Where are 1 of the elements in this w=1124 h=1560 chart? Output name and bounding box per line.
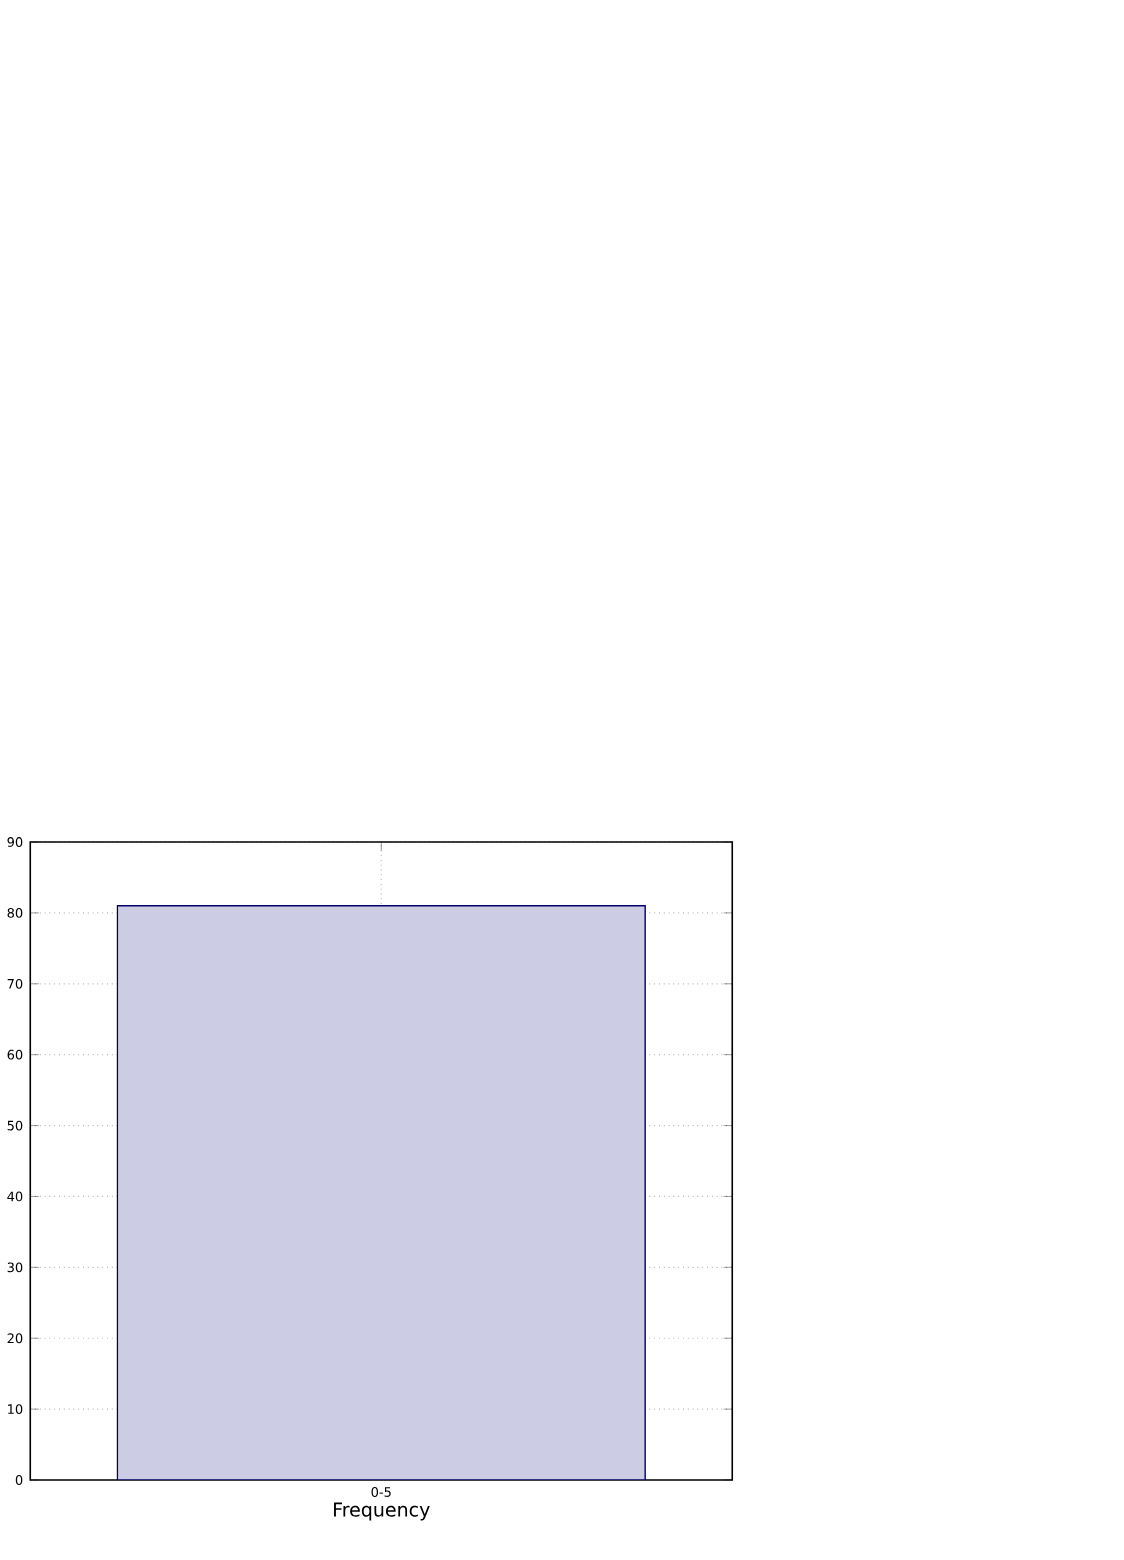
x-axis-title: Frequency [334,1502,431,1521]
